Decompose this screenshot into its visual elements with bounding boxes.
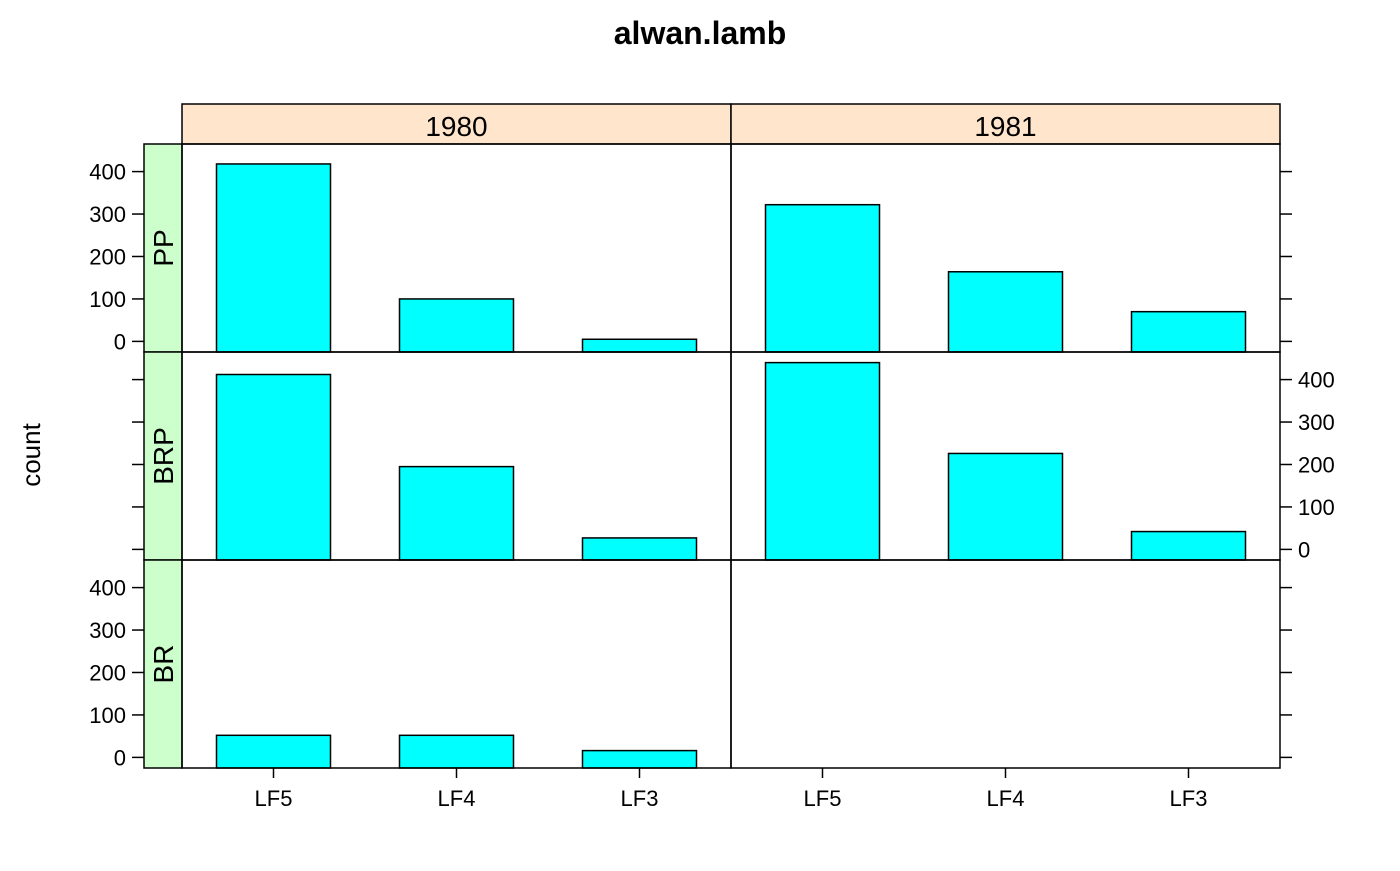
bar-brp-1981-lf5 — [764, 361, 881, 561]
row-strip-label-pp: PP — [148, 229, 179, 266]
y-tick-label-right-brp-300: 300 — [1298, 410, 1335, 435]
row-strip-label-brp: BRP — [148, 427, 179, 485]
y-tick-label-right-brp-400: 400 — [1298, 368, 1335, 393]
y-tick-label-left-br-300: 300 — [89, 618, 126, 643]
bar-pp-1980-lf4 — [398, 298, 515, 353]
y-tick-label-left-pp-400: 400 — [89, 160, 126, 185]
x-tick-label-1981-lf4: LF4 — [987, 786, 1025, 811]
y-tick-label-right-brp-0: 0 — [1298, 537, 1310, 562]
bar-pp-1980-lf3 — [581, 338, 698, 353]
bar-brp-1981-lf4 — [947, 452, 1064, 561]
y-tick-label-left-br-400: 400 — [89, 576, 126, 601]
row-strip-label-br: BR — [148, 645, 179, 684]
y-axis-label: count — [16, 422, 46, 486]
bar-br-1980-lf4 — [398, 734, 515, 769]
bar-brp-1980-lf3 — [581, 537, 698, 561]
bar-brp-1980-lf5 — [215, 373, 332, 561]
bar-brp-1980-lf4 — [398, 465, 515, 561]
column-strip-1980 — [181, 103, 732, 145]
column-strip-label-1981: 1981 — [974, 111, 1036, 142]
axes: 0 100 200 300 400 0 100 200 300 400 0 100 200 300 400 L… — [89, 160, 1334, 811]
bar-br-1980-lf3 — [581, 749, 698, 769]
y-tick-label-left-br-0: 0 — [114, 745, 126, 770]
column-strip-label-1980: 1980 — [425, 111, 487, 142]
y-tick-label-left-pp-300: 300 — [89, 202, 126, 227]
column-strip-1981 — [730, 103, 1281, 145]
y-tick-label-left-pp-100: 100 — [89, 287, 126, 312]
x-tick-label-1981-lf3: LF3 — [1170, 786, 1208, 811]
y-tick-label-left-pp-0: 0 — [114, 329, 126, 354]
x-tick-label-1980-lf5: LF5 — [255, 786, 293, 811]
panel-frames — [181, 143, 1281, 769]
row-strip-br — [143, 559, 183, 769]
bar-pp-1980-lf5 — [215, 163, 332, 353]
y-tick-label-left-br-200: 200 — [89, 660, 126, 685]
chart-title: alwan.lamb — [614, 15, 787, 51]
y-tick-label-left-br-100: 100 — [89, 703, 126, 728]
y-tick-label-left-pp-200: 200 — [89, 244, 126, 269]
x-tick-label-1981-lf5: LF5 — [804, 786, 842, 811]
bar-brp-1981-lf3 — [1130, 530, 1247, 561]
y-tick-label-right-brp-200: 200 — [1298, 452, 1335, 477]
bar-br-1980-lf5 — [215, 734, 332, 769]
x-tick-label-1980-lf4: LF4 — [438, 786, 476, 811]
bar-pp-1981-lf5 — [764, 203, 881, 353]
y-tick-label-right-brp-100: 100 — [1298, 495, 1335, 520]
bar-pp-1981-lf3 — [1130, 310, 1247, 353]
panel-br-1981 — [730, 559, 1281, 769]
strips: 1980 1981 PP BRP BR — [143, 103, 1281, 769]
bar-pp-1981-lf4 — [947, 271, 1064, 353]
bars — [215, 163, 1247, 769]
x-tick-label-1980-lf3: LF3 — [621, 786, 659, 811]
